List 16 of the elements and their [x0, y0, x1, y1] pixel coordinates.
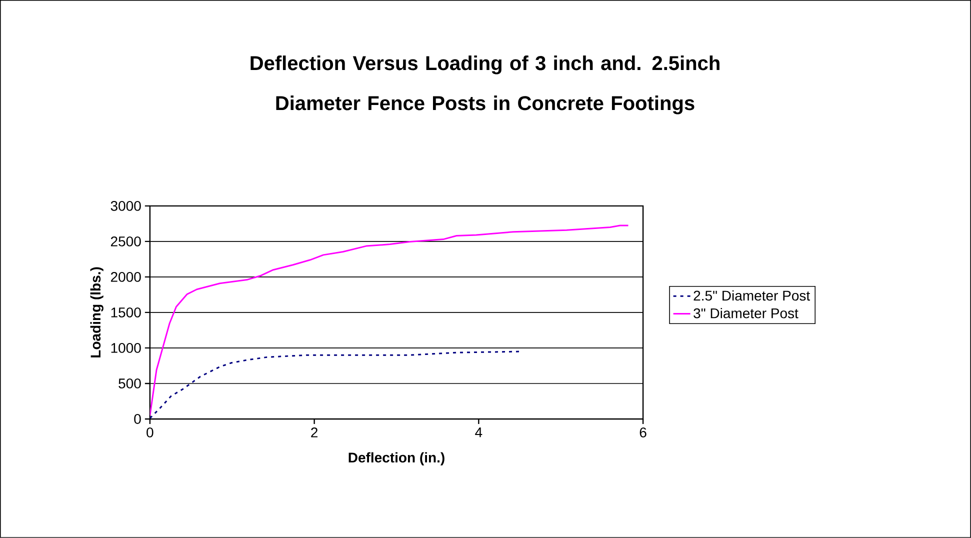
x-tick-label: 2: [311, 428, 318, 438]
x-tick-label: 0: [146, 428, 154, 438]
y-tick-label: 2500: [110, 236, 141, 246]
x-tick-label: 4: [475, 428, 482, 438]
x-axis-title: Deflection (in.): [348, 452, 444, 466]
y-tick-label: 1500: [111, 308, 141, 318]
y-tick-label: 0: [134, 414, 141, 424]
y-tick-label: 500: [118, 378, 141, 388]
y-tick-label: 3000: [110, 201, 141, 211]
chart-title: Deflection Versus Loading of 3 inch and. 2.5inch Diameter Fence Posts in Concrete Footings: [250, 56, 720, 114]
y-tick-label: 1000: [111, 343, 141, 353]
legend-label: 2.5" Diameter Post: [694, 290, 810, 301]
y-tick-label: 2000: [110, 272, 141, 282]
x-tick-label: 6: [640, 428, 646, 438]
legend-label: 3" Diameter Post: [694, 308, 798, 318]
y-axis-title: Loading (lbs.): [90, 267, 104, 358]
